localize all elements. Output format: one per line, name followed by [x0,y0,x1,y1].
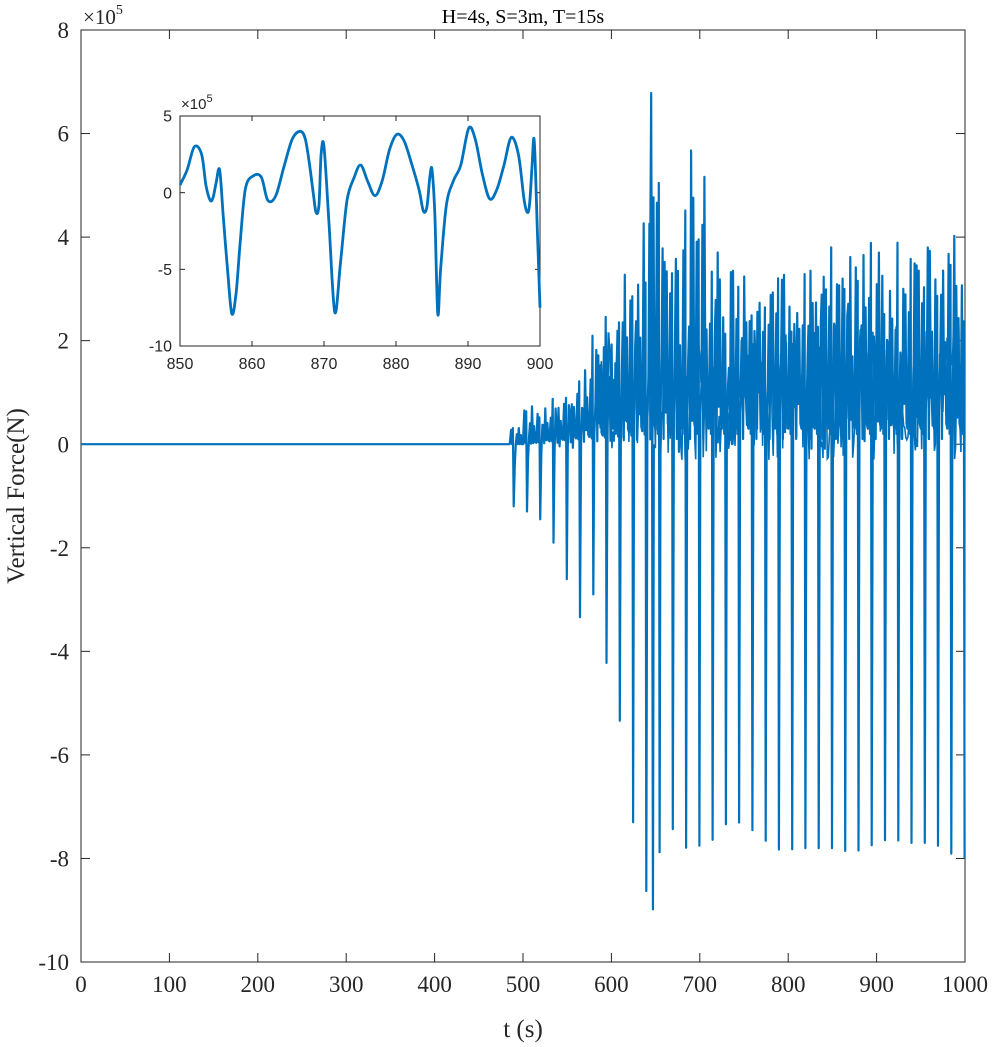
x-tick-label: 100 [152,972,187,997]
inset-axes-box [179,115,541,347]
main-tick-labels: 0 100 200 300 400 500 600 700 800 900 1000-10-8-6-… [38,18,988,997]
x-tick-label: 500 [506,972,541,997]
y-tick-label: -4 [50,639,70,664]
x-tick-label: 850 [167,356,194,373]
y-tick-label: 0 [163,185,172,202]
max-peak-spike [648,92,654,445]
inset-exponent-power: 5 [206,93,212,105]
inset-series [178,125,542,317]
inset-y-exponent: ×105 [181,93,213,113]
x-tick-label: 880 [383,356,410,373]
y-tick-label: -8 [50,846,69,871]
exponent-base: ×10 [83,5,116,29]
x-tick-label: 0 [75,972,87,997]
inset-tick-labels: 850 860 870 880 890 900 -10 -5 0 5 [149,109,554,373]
y-tick-label: -5 [158,262,172,279]
min-trough-spike [650,444,655,911]
y-tick-label: 4 [58,225,70,250]
x-tick-label: 600 [594,972,629,997]
y-axis-exponent: ×105 [83,3,123,29]
x-tick-label: 200 [241,972,276,997]
inset-vertical-force-line [178,125,542,317]
x-tick-label: 800 [771,972,806,997]
y-tick-label: -2 [50,536,69,561]
x-tick-label: 900 [527,356,554,373]
x-axis-label: t (s) [503,1016,543,1043]
chart-title: H=4s, S=3m, T=15s [442,6,605,28]
y-tick-label: -6 [50,743,69,768]
x-tick-label: 300 [329,972,364,997]
x-tick-label: 900 [859,972,894,997]
x-tick-label: 1000 [942,972,988,997]
inset-ticks [179,115,541,347]
y-tick-label: 0 [58,432,70,457]
x-tick-label: 890 [455,356,482,373]
y-tick-label: 6 [58,122,70,147]
x-tick-label: 860 [239,356,266,373]
x-tick-label: 400 [417,972,452,997]
y-tick-label: 5 [163,109,172,126]
main-ticks [80,29,966,963]
exponent-power: 5 [116,3,123,18]
y-tick-label: 2 [58,329,70,354]
x-tick-label: 700 [683,972,718,997]
vertical-force-dense-band [597,325,965,462]
main-series [81,92,966,911]
y-tick-label: 8 [58,18,70,43]
x-tick-label: 870 [311,356,338,373]
y-tick-label: -10 [38,950,69,975]
y-axis-label: Vertical Force(N) [3,408,30,584]
inset-exponent-base: ×10 [181,96,206,113]
y-tick-label: -10 [149,339,172,356]
